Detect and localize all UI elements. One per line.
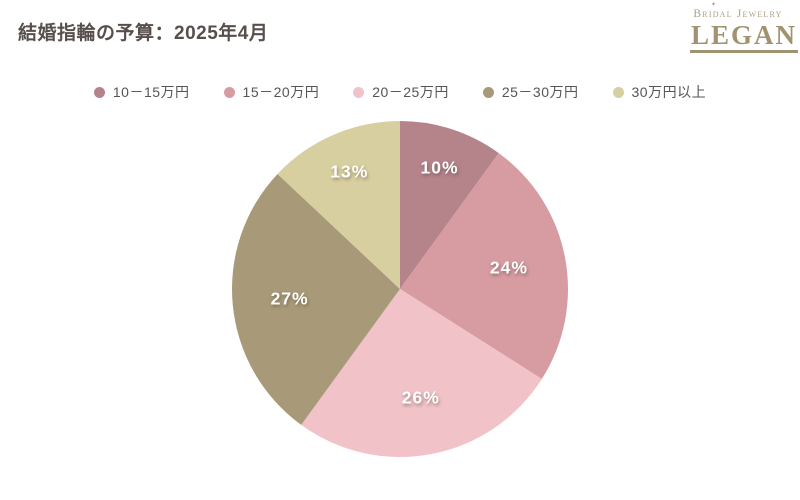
legend-item: 10－15万円: [93, 82, 190, 102]
pie-slice: [301, 289, 542, 457]
legend-item: 30万円以上: [612, 82, 707, 102]
slice-percent-label: 27%: [270, 288, 309, 309]
slice-percent-label: 10%: [420, 157, 459, 178]
legend-label: 10－15万円: [112, 84, 190, 100]
pie-slice: [277, 121, 400, 289]
pie-svg: [232, 121, 568, 457]
logo-tagline-text: Bridal Jewelry: [693, 8, 783, 20]
legend-item: 15－20万円: [223, 82, 320, 102]
slice-percent-label: 26%: [401, 387, 440, 408]
chart-legend: 10－15万円 15－20万円 20－25万円 25－30万円 30万円以上: [0, 82, 800, 102]
legend-marker-icon: [482, 86, 494, 98]
legend-label: 15－20万円: [242, 84, 320, 100]
legend-label: 30万円以上: [631, 84, 707, 100]
legend-item: 25－30万円: [482, 82, 579, 102]
legend-marker-icon: [223, 86, 235, 98]
logo-tagline: ✦ Bridal Jewelry: [690, 2, 786, 21]
legend-marker-icon: [93, 86, 105, 98]
legend-label: 20－25万円: [372, 84, 449, 100]
pie-slice: [232, 174, 400, 425]
page-title: 結婚指輪の予算：2025年4月: [18, 23, 269, 44]
sparkle-icon: ✦: [711, 2, 718, 8]
pie-slice: [400, 153, 568, 380]
legend-label: 25－30万円: [501, 84, 579, 100]
brand-logo: ✦ Bridal Jewelry LEGAN: [690, 2, 799, 53]
legend-marker-icon: [353, 86, 365, 98]
legend-marker-icon: [612, 86, 624, 98]
slice-percent-label: 24%: [489, 257, 528, 278]
pie-slice: [400, 121, 499, 289]
logo-brand-text: LEGAN: [690, 21, 799, 53]
legend-item: 20－25万円: [353, 82, 449, 102]
pie-chart: 10% 24% 26% 27% 13%: [232, 121, 568, 457]
slice-percent-label: 13%: [330, 161, 369, 182]
